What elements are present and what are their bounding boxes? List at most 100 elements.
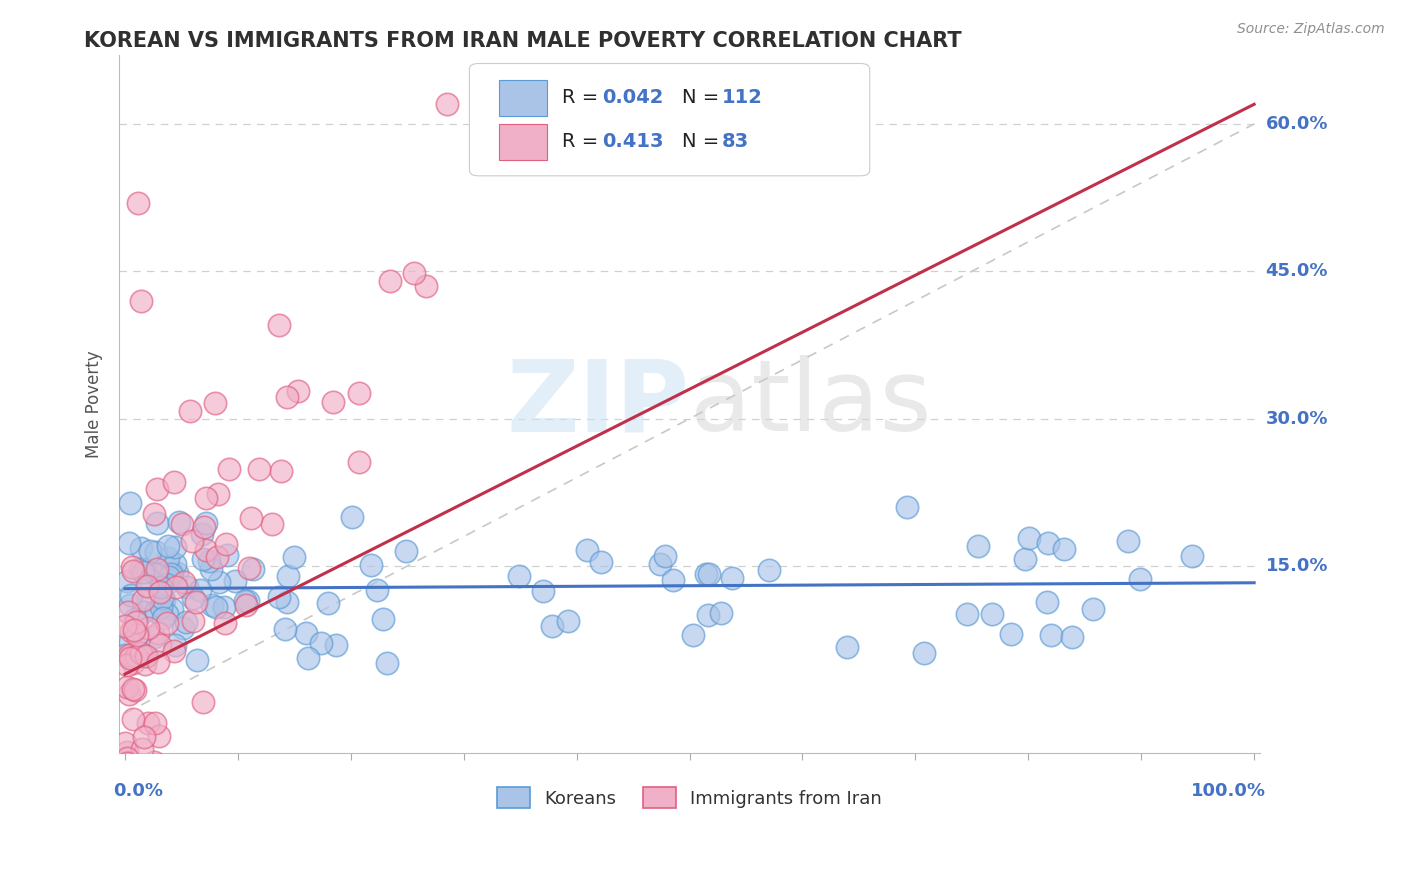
Point	[648, 558, 671, 572]
FancyBboxPatch shape	[499, 79, 547, 116]
Point	[1081, 602, 1104, 616]
Point	[1000, 627, 1022, 641]
Point	[267, 318, 290, 332]
Point	[205, 599, 228, 614]
Point	[218, 462, 240, 476]
Point	[1014, 552, 1036, 566]
Point	[132, 566, 155, 580]
Point	[174, 615, 197, 629]
Point	[115, 574, 138, 588]
Point	[146, 516, 169, 531]
Point	[131, 742, 153, 756]
Point	[270, 464, 292, 478]
Point	[135, 562, 157, 576]
Point	[136, 579, 159, 593]
Point	[215, 537, 238, 551]
Point	[557, 614, 579, 628]
Point	[165, 557, 187, 571]
Point	[163, 644, 186, 658]
Point	[214, 616, 236, 631]
Point	[720, 571, 742, 585]
Point	[347, 385, 370, 400]
Point	[181, 534, 204, 549]
Text: R =: R =	[562, 132, 610, 151]
Point	[114, 619, 136, 633]
Point	[135, 648, 157, 663]
Point	[127, 628, 149, 642]
Point	[129, 646, 152, 660]
Text: 0.042: 0.042	[602, 88, 664, 107]
Point	[115, 658, 138, 673]
Point	[120, 496, 142, 510]
Point	[159, 566, 181, 581]
Point	[208, 575, 231, 590]
Point	[1062, 631, 1084, 645]
Text: 100.0%: 100.0%	[1191, 782, 1265, 800]
Point	[160, 601, 183, 615]
Point	[132, 730, 155, 744]
Point	[118, 648, 141, 662]
Point	[366, 582, 388, 597]
Point	[166, 566, 188, 581]
Point	[135, 648, 157, 663]
Point	[235, 598, 257, 612]
Point	[276, 594, 298, 608]
Point	[127, 195, 149, 210]
Point	[260, 516, 283, 531]
Point	[589, 555, 612, 569]
Point	[148, 626, 170, 640]
Point	[508, 568, 530, 582]
Point	[121, 564, 143, 578]
Point	[295, 626, 318, 640]
Legend: Koreans, Immigrants from Iran: Koreans, Immigrants from Iran	[489, 780, 889, 815]
Point	[124, 682, 146, 697]
Point	[129, 562, 152, 576]
Point	[150, 591, 173, 605]
Point	[402, 266, 425, 280]
Point	[191, 695, 214, 709]
Point	[118, 651, 141, 665]
Point	[163, 475, 186, 490]
Point	[233, 593, 256, 607]
Point	[118, 756, 141, 770]
Text: 112: 112	[721, 88, 762, 107]
Point	[125, 648, 148, 663]
Point	[325, 638, 347, 652]
Text: ZIP: ZIP	[506, 355, 689, 452]
Point	[173, 574, 195, 589]
Point	[191, 552, 214, 566]
Point	[117, 535, 139, 549]
Point	[117, 605, 139, 619]
Point	[136, 621, 159, 635]
Point	[966, 539, 988, 553]
Point	[167, 515, 190, 529]
Point	[118, 756, 141, 770]
Point	[242, 562, 264, 576]
Point	[118, 687, 141, 701]
Point	[200, 562, 222, 576]
Point	[122, 713, 145, 727]
Point	[274, 622, 297, 636]
Point	[114, 648, 136, 662]
Point	[115, 750, 138, 764]
Point	[170, 517, 193, 532]
Point	[120, 624, 142, 638]
Point	[118, 634, 141, 648]
Point	[347, 455, 370, 469]
Point	[837, 640, 859, 655]
Point	[212, 599, 235, 614]
Point	[176, 580, 198, 594]
Point	[283, 549, 305, 564]
Point	[217, 548, 239, 562]
Point	[143, 756, 166, 770]
Point	[661, 573, 683, 587]
Point	[575, 543, 598, 558]
Text: 45.0%: 45.0%	[1265, 262, 1329, 280]
Text: KOREAN VS IMMIGRANTS FROM IRAN MALE POVERTY CORRELATION CHART: KOREAN VS IMMIGRANTS FROM IRAN MALE POVE…	[84, 31, 962, 51]
Point	[127, 627, 149, 641]
Point	[378, 274, 401, 288]
Point	[311, 636, 333, 650]
Point	[287, 384, 309, 398]
Text: 60.0%: 60.0%	[1265, 115, 1329, 133]
Point	[193, 520, 215, 534]
